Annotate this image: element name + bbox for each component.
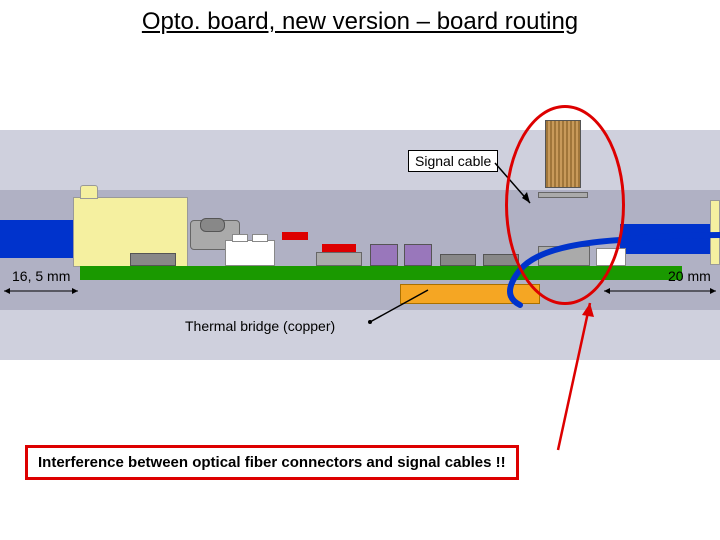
signal-cable-label: Signal cable (408, 150, 498, 172)
blue-rail-left (0, 220, 78, 258)
thermal-bridge-pointer (350, 280, 450, 325)
left-dimension-arrow (0, 285, 82, 297)
component (316, 252, 362, 266)
component (440, 254, 476, 266)
component (130, 253, 176, 266)
component (370, 244, 398, 266)
component (200, 218, 225, 232)
component (322, 244, 356, 252)
interference-warning: Interference between optical fiber conne… (25, 445, 519, 480)
page-title: Opto. board, new version – board routing (142, 8, 578, 36)
interference-arrow (540, 295, 620, 455)
thermal-bridge-label: Thermal bridge (copper) (185, 318, 335, 334)
component (404, 244, 432, 266)
component (225, 240, 275, 266)
left-dimension-label: 16, 5 mm (12, 268, 70, 284)
right-dimension-label: 20 mm (668, 268, 711, 284)
component (252, 234, 268, 242)
highlight-ellipse (505, 105, 625, 305)
component (232, 234, 248, 242)
component (282, 232, 308, 240)
yellow-housing-notch (80, 185, 98, 199)
